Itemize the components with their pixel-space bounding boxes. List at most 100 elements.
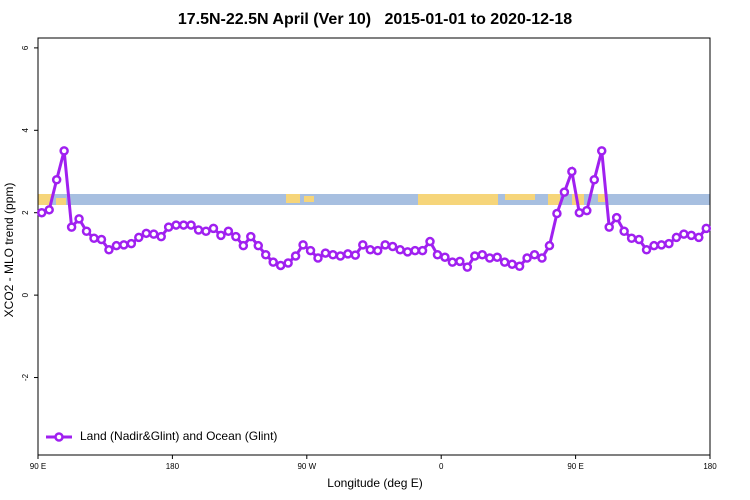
point <box>246 231 256 242</box>
land-patch <box>548 194 560 205</box>
point <box>484 253 495 263</box>
point <box>410 245 420 256</box>
point <box>455 256 465 267</box>
point <box>171 220 181 230</box>
x-tick-label: 90 E <box>567 462 583 471</box>
land-patch <box>598 194 606 202</box>
point <box>208 223 219 234</box>
point <box>96 234 107 245</box>
point <box>671 232 682 243</box>
y-tick-label: -2 <box>21 373 30 381</box>
point <box>66 222 77 232</box>
point <box>104 245 114 255</box>
point <box>567 166 577 177</box>
point <box>223 226 234 237</box>
y-tick-label: 0 <box>21 292 30 297</box>
y-tick-label: 2 <box>21 210 30 215</box>
point <box>372 245 383 256</box>
legend-marker <box>54 432 64 442</box>
point <box>694 232 704 243</box>
point <box>216 230 226 241</box>
point <box>74 214 84 224</box>
point <box>686 230 697 241</box>
point <box>462 262 473 272</box>
point <box>470 251 480 261</box>
point <box>163 222 174 232</box>
y-axis-label: XCO2 - MLO trend (ppm) <box>2 183 16 318</box>
point <box>380 240 390 250</box>
x-tick-label: 90 E <box>30 462 46 471</box>
land-patch <box>418 194 498 205</box>
point <box>134 232 144 243</box>
y-tick-label: 6 <box>21 45 30 50</box>
point <box>537 253 547 263</box>
point <box>305 245 316 256</box>
point <box>619 226 629 237</box>
point <box>51 174 62 185</box>
point <box>253 240 264 251</box>
point <box>119 240 129 250</box>
x-axis-label: Longitude (deg E) <box>327 476 422 490</box>
point <box>582 205 592 216</box>
point <box>432 249 443 260</box>
x-tick-label: 180 <box>166 462 180 471</box>
land-patch <box>38 194 52 205</box>
point <box>343 249 353 259</box>
point <box>59 146 69 156</box>
point <box>36 207 47 218</box>
point <box>81 226 92 237</box>
point <box>201 226 211 237</box>
point <box>611 212 622 223</box>
point <box>156 231 166 242</box>
chart-title: 17.5N-22.5N April (Ver 10) 2015-01-01 to… <box>178 11 572 28</box>
point <box>447 257 458 267</box>
point <box>186 220 196 230</box>
x-tick-label: 0 <box>439 462 444 471</box>
point <box>335 251 346 261</box>
point <box>626 233 637 244</box>
point <box>365 245 376 255</box>
point <box>387 241 398 252</box>
point <box>679 229 689 239</box>
land-patch <box>56 198 66 205</box>
point <box>440 252 450 262</box>
point <box>701 223 712 234</box>
point <box>89 233 99 244</box>
point <box>313 253 323 263</box>
point <box>417 245 428 256</box>
point <box>44 205 54 215</box>
point <box>664 238 674 249</box>
point <box>320 248 331 258</box>
point <box>350 250 361 260</box>
y-tick-label: 4 <box>21 128 30 133</box>
land-patch <box>505 194 535 200</box>
land-patch <box>286 194 300 203</box>
legend-label: Land (Nadir&Glint) and Ocean (Glint) <box>80 429 277 443</box>
point <box>178 220 189 230</box>
point <box>499 257 510 267</box>
point <box>529 249 540 260</box>
point <box>268 257 278 267</box>
point <box>574 207 585 218</box>
point <box>260 249 271 260</box>
point <box>589 174 600 185</box>
plot-frame <box>37 37 711 456</box>
point <box>641 245 652 255</box>
point <box>231 231 241 242</box>
land-ocean-band <box>38 194 710 205</box>
point <box>290 251 301 261</box>
point <box>238 240 249 251</box>
point <box>552 208 562 219</box>
point <box>596 146 607 156</box>
point <box>328 249 338 260</box>
point <box>477 249 488 260</box>
point <box>283 258 293 268</box>
point <box>559 187 570 197</box>
point <box>492 252 502 262</box>
point <box>402 247 413 257</box>
point <box>126 238 137 249</box>
ocean-band <box>38 194 710 205</box>
point <box>656 240 667 250</box>
point <box>141 228 152 239</box>
